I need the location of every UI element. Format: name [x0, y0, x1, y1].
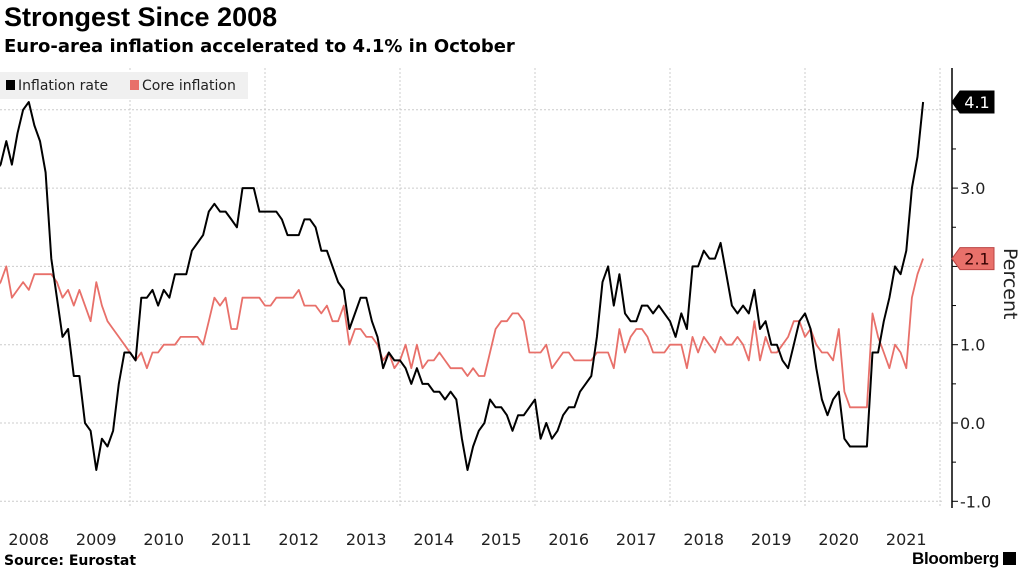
last-value-badge-core-inflation: 2.1: [951, 247, 995, 271]
x-tick-label: 2017: [616, 530, 657, 549]
chart-title: Strongest Since 2008: [4, 2, 278, 32]
x-tick-label: 2010: [143, 530, 184, 549]
x-tick-label: 2009: [76, 530, 117, 549]
badge-shape: [951, 90, 995, 114]
x-tick-label: 2018: [683, 530, 724, 549]
y-tick-label: -1.0: [960, 492, 991, 511]
y-tick-label: 0.0: [960, 414, 985, 433]
bloomberg-logo: Bloomberg: [912, 549, 1016, 569]
y-tick-label: 1.0: [960, 336, 985, 355]
legend: Inflation rate Core inflation: [0, 72, 248, 99]
badge-shape: [951, 247, 995, 271]
source-note: Source: Eurostat: [4, 553, 137, 569]
x-tick-label: 2021: [886, 530, 927, 549]
chart-subtitle: Euro-area inflation accelerated to 4.1% …: [4, 36, 515, 57]
x-tick-label: 2008: [8, 530, 49, 549]
legend-swatch-icon: [6, 80, 15, 90]
logo-text: Bloomberg: [911, 549, 999, 568]
logo-mark-icon: [1003, 552, 1016, 565]
legend-label: Core inflation: [142, 78, 236, 94]
x-tick-label: 2015: [481, 530, 522, 549]
x-tick-label: 2012: [278, 530, 319, 549]
series-line-inflation-rate: [0, 101, 925, 471]
legend-swatch-icon: [130, 80, 139, 90]
last-value-badge-inflation-rate: 4.1: [951, 90, 995, 114]
legend-label: Inflation rate: [18, 78, 108, 94]
x-tick-label: 2019: [751, 530, 792, 549]
legend-background: [0, 72, 248, 99]
x-tick-label: 2020: [818, 530, 859, 549]
badge-value: 2.1: [964, 250, 989, 269]
badge-value: 4.1: [964, 93, 989, 112]
series-line-core-inflation: [0, 258, 924, 409]
y-tick-label: 3.0: [960, 179, 985, 198]
x-tick-label: 2016: [548, 530, 589, 549]
x-tick-label: 2014: [413, 530, 454, 549]
y-axis-label: Percent: [999, 248, 1021, 320]
x-tick-label: 2011: [211, 530, 252, 549]
x-tick-label: 2013: [346, 530, 387, 549]
